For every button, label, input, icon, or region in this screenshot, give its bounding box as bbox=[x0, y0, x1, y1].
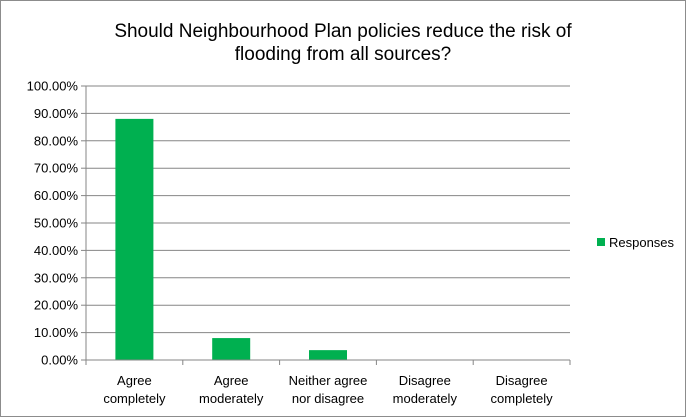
axes bbox=[85, 86, 571, 365]
x-category-label: nor disagree bbox=[292, 391, 364, 406]
y-tick-label: 80.00% bbox=[34, 133, 79, 148]
y-axis-tick-labels: 0.00% 10.00% 20.00% 30.00% 40.00% 50.00% 60.00… bbox=[27, 79, 79, 368]
x-category-label: Agree bbox=[214, 373, 249, 388]
x-category-label: completely bbox=[491, 391, 554, 406]
y-tick-label: 20.00% bbox=[34, 298, 79, 313]
x-axis-category-labels: Agree completely Agree moderately Neither ag… bbox=[103, 373, 553, 406]
chart-title-line-1: Should Neighbourhood Plan policies reduc… bbox=[114, 21, 572, 42]
x-category-label: Neither agree bbox=[289, 373, 368, 388]
bar-1 bbox=[212, 338, 251, 360]
bars bbox=[115, 118, 347, 360]
x-category-label: completely bbox=[103, 391, 166, 406]
x-category-label: Disagree bbox=[496, 373, 548, 388]
chart-title: Should Neighbourhood Plan policies reduc… bbox=[114, 21, 572, 65]
bar-0 bbox=[115, 118, 154, 360]
y-tick-label: 50.00% bbox=[34, 216, 79, 231]
legend: Responses bbox=[597, 235, 675, 250]
legend-label-responses: Responses bbox=[609, 235, 675, 250]
y-tick-label: 0.00% bbox=[41, 353, 78, 368]
y-tick-label: 30.00% bbox=[34, 270, 79, 285]
x-category-label: Disagree bbox=[399, 373, 451, 388]
y-tick-label: 100.00% bbox=[27, 79, 79, 94]
y-tick-label: 70.00% bbox=[34, 161, 79, 176]
x-category-label: Agree bbox=[117, 373, 152, 388]
x-category-label: moderately bbox=[393, 391, 458, 406]
gridlines bbox=[81, 85, 570, 361]
bar-2 bbox=[309, 350, 347, 360]
chart-title-line-2: flooding from all sources? bbox=[235, 44, 452, 65]
legend-swatch-responses bbox=[597, 238, 605, 246]
x-category-label: moderately bbox=[199, 391, 264, 406]
y-tick-label: 40.00% bbox=[34, 243, 79, 258]
y-tick-label: 10.00% bbox=[34, 325, 79, 340]
y-tick-label: 60.00% bbox=[34, 188, 79, 203]
y-tick-label: 90.00% bbox=[34, 106, 79, 121]
